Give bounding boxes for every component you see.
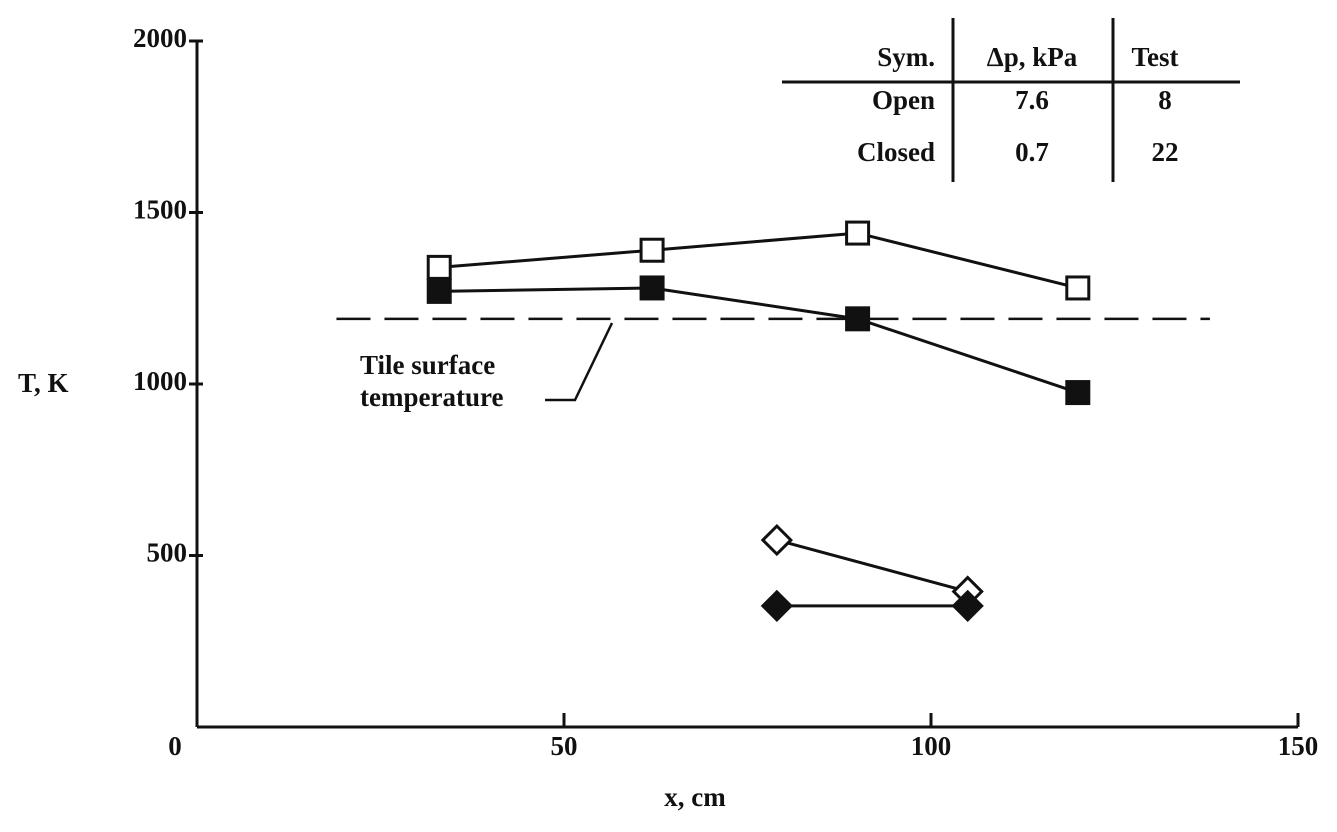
x-tick-label: 100 bbox=[911, 731, 952, 761]
y-tick-label: 500 bbox=[147, 538, 188, 568]
leader-line bbox=[545, 322, 614, 402]
table-cell: 8 bbox=[1158, 85, 1172, 115]
table-cell: Closed bbox=[857, 137, 935, 167]
y-tick-label: 1500 bbox=[133, 195, 187, 225]
series-line bbox=[776, 538, 969, 593]
annotation: temperature bbox=[360, 382, 503, 412]
y-axis-label: T, K bbox=[18, 368, 69, 398]
x-tick-label: 0 bbox=[168, 731, 182, 761]
marker bbox=[639, 237, 665, 263]
table-cell: 0.7 bbox=[1015, 137, 1049, 167]
marker bbox=[1065, 380, 1091, 406]
table-header: Sym. bbox=[877, 42, 935, 72]
x-axis-label: x, cm bbox=[664, 782, 726, 812]
marker bbox=[639, 275, 665, 301]
series-line bbox=[439, 286, 1079, 394]
annotation: Tile surface bbox=[360, 350, 495, 380]
marker bbox=[845, 306, 871, 332]
marker bbox=[426, 278, 452, 304]
marker bbox=[760, 523, 793, 557]
marker bbox=[1065, 275, 1091, 301]
y-tick-label: 2000 bbox=[133, 23, 187, 53]
x-tick-label: 50 bbox=[551, 731, 578, 761]
marker bbox=[760, 589, 793, 623]
x-tick-label: 150 bbox=[1278, 731, 1319, 761]
marker bbox=[951, 589, 984, 623]
marker bbox=[426, 254, 452, 280]
table-header: Δp, kPa bbox=[987, 42, 1078, 72]
table-cell: Open bbox=[872, 85, 935, 115]
marker bbox=[845, 220, 871, 246]
table-cell: 7.6 bbox=[1015, 85, 1049, 115]
table-cell: 22 bbox=[1152, 137, 1179, 167]
y-tick-label: 1000 bbox=[133, 366, 187, 396]
table-header: Test bbox=[1131, 42, 1178, 72]
series-line bbox=[439, 231, 1079, 290]
